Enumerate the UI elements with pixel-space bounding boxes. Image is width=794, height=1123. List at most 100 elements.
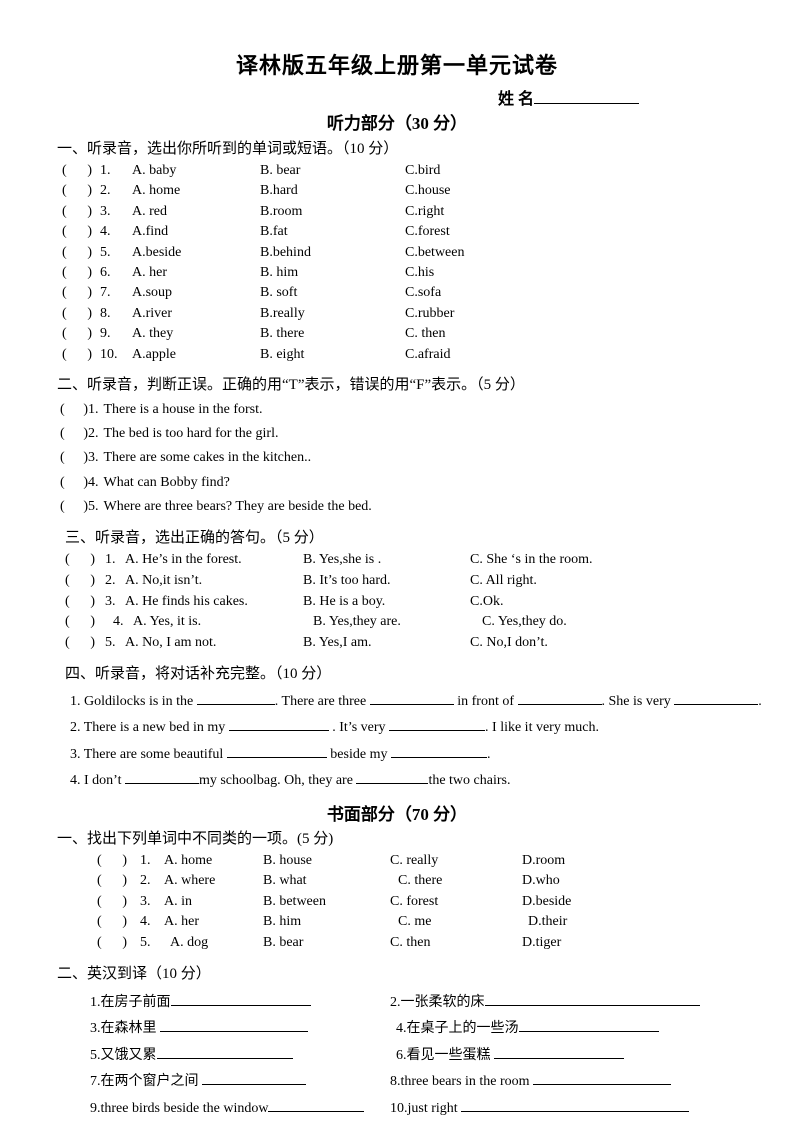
name-line: 姓 名 [498, 85, 794, 108]
item-number: 3. [140, 893, 151, 909]
translation-blank[interactable] [494, 1045, 624, 1059]
answer-slot[interactable]: () [65, 612, 95, 633]
option-a: A. where [164, 873, 216, 889]
answer-slot[interactable]: () [97, 892, 127, 913]
answer-slot[interactable]: () [97, 933, 127, 954]
close-paren: ) [87, 346, 92, 362]
item-number: 2. [88, 426, 99, 442]
answer-slot[interactable]: () [97, 871, 127, 892]
translation-blank[interactable] [484, 991, 700, 1006]
answer-slot[interactable]: () [60, 398, 88, 422]
answer-slot[interactable]: () [62, 222, 92, 242]
written-part1-row-3: () 3. A. in B. between C. forest D.besid… [97, 892, 794, 913]
fill-blank[interactable] [390, 744, 487, 758]
listening-part3-title: 三、听录音，选出正确的答句。（5 分） [65, 530, 324, 547]
listening-part2-row-3: () 3. There are some cakes in the kitchen.… [60, 446, 794, 470]
close-paren: ) [83, 474, 88, 490]
item-number: 5. [88, 498, 99, 514]
option-a: A. No,it isn’t. [125, 572, 203, 588]
option-b: B.room [260, 203, 303, 219]
answer-slot[interactable]: () [65, 592, 95, 613]
open-paren: ( [62, 326, 67, 342]
fill-blank[interactable] [124, 770, 199, 785]
answer-slot[interactable]: () [62, 161, 92, 181]
fill-blank[interactable] [517, 691, 602, 706]
option-a: A. they [132, 326, 174, 342]
answer-slot[interactable]: () [97, 912, 127, 933]
fill-blank[interactable] [226, 744, 327, 758]
translation-blank[interactable] [518, 1018, 659, 1033]
statement-text: There is a house in the forst. [103, 402, 263, 418]
option-c: C. forest [390, 893, 439, 909]
close-paren: ) [87, 305, 92, 321]
translation-blank[interactable] [202, 1071, 306, 1086]
listening-part1-row-1: () 1. A. baby B. bear C.bird [62, 161, 794, 181]
option-a: A. home [164, 852, 213, 868]
written-part2-title: 二、英汉到译（10 分） [57, 965, 211, 982]
close-paren: ) [87, 224, 92, 240]
fill-blank[interactable] [389, 717, 486, 732]
answer-slot[interactable]: () [65, 633, 95, 654]
option-a: A. her [132, 265, 167, 281]
translation-blank[interactable] [461, 1098, 690, 1113]
option-c: C.bird [405, 163, 441, 178]
close-paren: ) [87, 285, 92, 301]
answer-slot[interactable]: () [60, 471, 88, 495]
close-paren: ) [87, 326, 92, 342]
option-c: C.house [405, 183, 451, 199]
listening-part3-row-4: () 4. A. Yes, it is. B. Yes,they are. C. … [65, 612, 794, 633]
close-paren: ) [90, 593, 95, 609]
listening-part3-row-2: () 2. A. No,it isn’t. B. It’s too hard. C… [65, 571, 794, 592]
option-a: A. dog [170, 935, 209, 951]
open-paren: ( [60, 474, 65, 490]
answer-slot[interactable]: () [65, 550, 95, 571]
translation-blank[interactable] [156, 1045, 293, 1059]
option-a: A. baby [132, 163, 177, 178]
item-number: 2. [105, 572, 116, 588]
option-b: B. between [263, 893, 326, 909]
name-blank[interactable] [534, 88, 640, 104]
item-number: 2. [100, 183, 111, 199]
fill-blank[interactable] [369, 691, 454, 706]
page-title: 译林版五年级上册第一单元试卷 [235, 53, 558, 78]
written-part1-row-4: () 4. A. her B. him C. me D.their [97, 912, 794, 933]
answer-slot[interactable]: () [60, 422, 88, 446]
listening-part1-row-10: () 10. A.apple B. eight C.afraid [62, 345, 794, 365]
answer-slot[interactable]: () [62, 324, 92, 344]
open-paren: ( [62, 203, 67, 219]
fill-blank[interactable] [356, 770, 429, 785]
translation-label: 1.在房子前面 [90, 994, 171, 1010]
answer-slot[interactable]: () [62, 345, 92, 365]
answer-slot[interactable]: () [62, 263, 92, 283]
name-label: 姓 名 [498, 91, 535, 108]
answer-slot[interactable]: () [60, 446, 88, 470]
item-number: 1. [105, 552, 116, 568]
close-paren: ) [87, 163, 92, 178]
open-paren: ( [62, 224, 67, 240]
translation-blank[interactable] [268, 1098, 365, 1113]
fill-blank[interactable] [196, 691, 275, 706]
answer-slot[interactable]: () [65, 571, 95, 592]
answer-slot[interactable]: () [60, 495, 88, 519]
answer-slot[interactable]: () [62, 243, 92, 263]
answer-slot[interactable]: () [62, 181, 92, 201]
answer-slot[interactable]: () [62, 283, 92, 303]
option-a: A. He finds his cakes. [125, 593, 248, 609]
line-text: 3. There are some beautiful [70, 746, 224, 762]
close-paren: ) [87, 203, 92, 219]
answer-slot[interactable]: () [97, 851, 127, 872]
listening-part1-row-5: () 5. A.beside B.behind C.between [62, 243, 794, 263]
open-paren: ( [60, 498, 65, 514]
fill-blank[interactable] [228, 717, 329, 732]
option-a: A. No, I am not. [125, 635, 217, 651]
answer-slot[interactable]: () [62, 202, 92, 222]
translation-blank[interactable] [160, 1018, 308, 1033]
answer-slot[interactable]: () [62, 304, 92, 324]
translation-blank[interactable] [533, 1071, 672, 1086]
translation-label: 10.just right [390, 1101, 458, 1117]
open-paren: ( [60, 426, 65, 442]
translation-blank[interactable] [170, 991, 311, 1006]
close-paren: ) [83, 426, 88, 442]
fill-blank[interactable] [674, 691, 759, 706]
line-text: 2. There is a new bed in my [70, 720, 226, 736]
